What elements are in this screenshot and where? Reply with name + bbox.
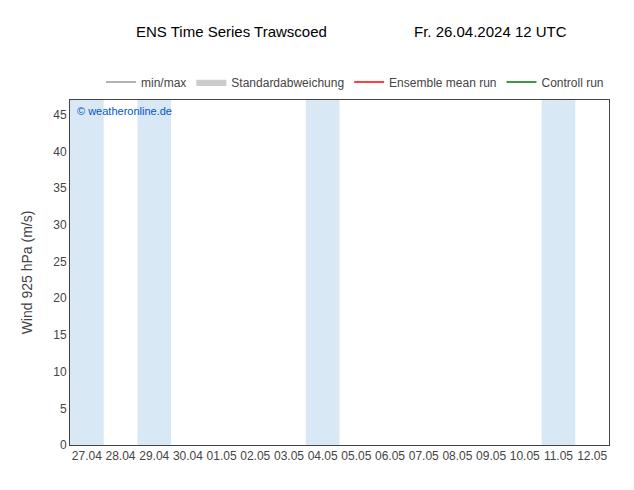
svg-text:01.05: 01.05 — [207, 449, 237, 463]
svg-text:Fr. 26.04.2024 12 UTC: Fr. 26.04.2024 12 UTC — [414, 23, 567, 40]
svg-text:20: 20 — [53, 291, 67, 305]
svg-text:45: 45 — [53, 108, 67, 122]
svg-text:Controll run: Controll run — [542, 76, 604, 90]
svg-text:Standardabweichung: Standardabweichung — [231, 76, 344, 90]
svg-text:0: 0 — [60, 438, 67, 452]
svg-text:35: 35 — [53, 181, 67, 195]
svg-text:10: 10 — [53, 365, 67, 379]
svg-text:30.04: 30.04 — [173, 449, 203, 463]
svg-text:min/max: min/max — [141, 76, 186, 90]
svg-text:05.05: 05.05 — [341, 449, 371, 463]
svg-text:12.05: 12.05 — [577, 449, 607, 463]
svg-text:25: 25 — [53, 255, 67, 269]
svg-text:5: 5 — [60, 402, 67, 416]
svg-text:ENS Time Series Trawscoed: ENS Time Series Trawscoed — [136, 23, 327, 40]
svg-text:09.05: 09.05 — [476, 449, 506, 463]
svg-text:08.05: 08.05 — [442, 449, 472, 463]
svg-text:04.05: 04.05 — [308, 449, 338, 463]
svg-text:Ensemble mean run: Ensemble mean run — [389, 76, 496, 90]
svg-text:27.04: 27.04 — [72, 449, 102, 463]
svg-text:06.05: 06.05 — [375, 449, 405, 463]
svg-text:Wind 925 hPa (m/s): Wind 925 hPa (m/s) — [19, 211, 35, 335]
svg-text:© weatheronline.de: © weatheronline.de — [77, 105, 172, 117]
svg-text:15: 15 — [53, 328, 67, 342]
svg-text:02.05: 02.05 — [240, 449, 270, 463]
svg-text:07.05: 07.05 — [409, 449, 439, 463]
svg-text:03.05: 03.05 — [274, 449, 304, 463]
svg-text:10.05: 10.05 — [510, 449, 540, 463]
svg-text:40: 40 — [53, 145, 67, 159]
svg-text:30: 30 — [53, 218, 67, 232]
svg-text:11.05: 11.05 — [544, 449, 573, 463]
svg-text:28.04: 28.04 — [106, 449, 136, 463]
svg-text:29.04: 29.04 — [139, 449, 169, 463]
